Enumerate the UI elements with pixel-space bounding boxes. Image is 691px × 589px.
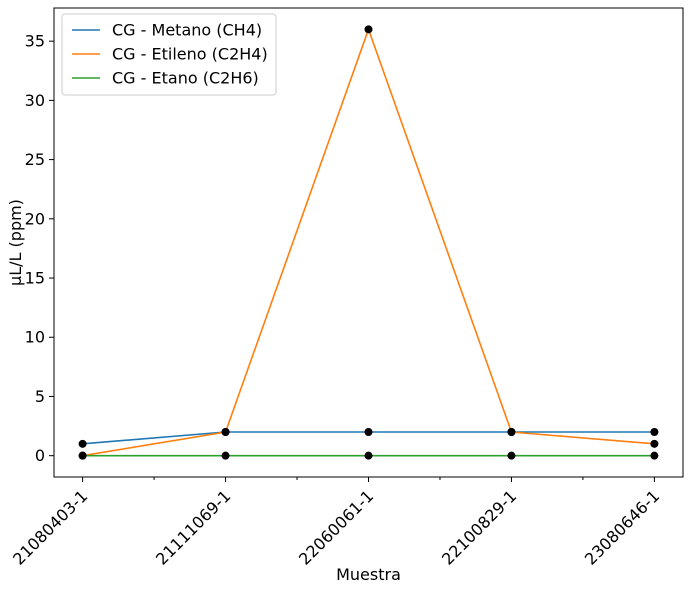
data-point: [507, 451, 516, 460]
data-point: [78, 439, 87, 448]
y-tick-label: 10: [25, 328, 45, 347]
y-tick-label: 30: [25, 91, 45, 110]
legend-label-0: CG - Metano (CH4): [112, 21, 262, 40]
y-axis: 0 5 10 15 20 25 30 35: [25, 32, 54, 465]
x-tick-label: 21080403-1: [9, 486, 91, 568]
y-tick-label: 0: [35, 446, 45, 465]
legend-label-1: CG - Etileno (C2H4): [112, 45, 268, 64]
y-tick-label: 15: [25, 269, 45, 288]
data-point: [364, 451, 373, 460]
x-tick-label: 23080646-1: [581, 486, 663, 568]
y-tick-label: 25: [25, 150, 45, 169]
y-tick-label: 5: [35, 387, 45, 406]
legend: CG - Metano (CH4) CG - Etileno (C2H4) CG -…: [61, 13, 277, 96]
data-point: [221, 427, 230, 436]
y-axis-title: µL/L (ppm): [6, 199, 25, 286]
data-point: [650, 451, 659, 460]
x-tick-label: 22060061-1: [295, 486, 377, 568]
data-point: [650, 427, 659, 436]
data-point: [221, 451, 230, 460]
x-tick-label: 22100829-1: [438, 486, 520, 568]
x-axis: 21080403-1 21111069-1 22060061-1 22100829-1…: [9, 477, 663, 569]
legend-label-2: CG - Etano (C2H6): [112, 69, 259, 88]
x-tick-label: 21111069-1: [152, 486, 234, 568]
data-point: [364, 25, 373, 34]
legend-box: [61, 13, 277, 96]
y-tick-label: 35: [25, 32, 45, 51]
plot-content: [78, 25, 659, 460]
data-point: [650, 439, 659, 448]
data-point: [507, 427, 516, 436]
data-point: [78, 451, 87, 460]
y-tick-label: 20: [25, 209, 45, 228]
x-axis-title: Muestra: [336, 565, 401, 584]
data-point: [364, 427, 373, 436]
